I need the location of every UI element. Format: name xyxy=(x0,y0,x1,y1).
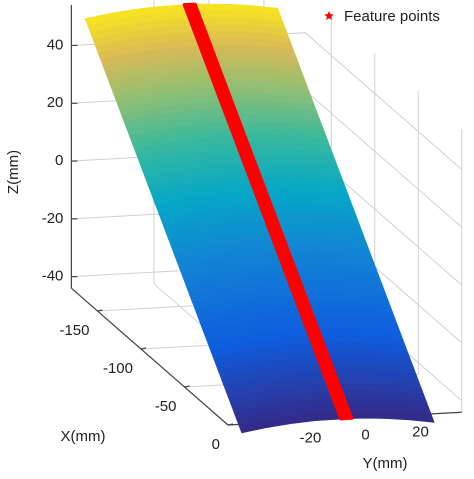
z-axis-label: Z(mm) xyxy=(5,150,22,194)
feature-points xyxy=(182,2,354,421)
x-tick xyxy=(227,423,234,426)
x-tick-label: -50 xyxy=(155,398,177,415)
z-tick-label: 0 xyxy=(55,152,63,169)
x-tick-label: -150 xyxy=(59,322,89,339)
x-tick-label: -100 xyxy=(103,360,133,377)
legend-marker xyxy=(324,11,334,21)
y-tick-label: 0 xyxy=(361,426,369,443)
z-tick-label: 20 xyxy=(47,94,64,111)
x-tick xyxy=(140,347,147,350)
x-tick xyxy=(184,385,190,388)
z-tick-label: -20 xyxy=(42,210,64,227)
z-tick-label: -40 xyxy=(42,268,64,285)
y-axis-label: Y(mm) xyxy=(363,455,408,472)
x-tick-label: 0 xyxy=(212,436,220,453)
y-tick-label: 20 xyxy=(412,423,429,440)
legend-label: Feature points xyxy=(344,8,440,25)
x-tick xyxy=(97,309,103,312)
x-axis-label: X(mm) xyxy=(61,428,106,445)
y-tick-label: -20 xyxy=(300,429,322,446)
surface-patch xyxy=(238,411,435,434)
z-tick-label: 40 xyxy=(47,36,64,53)
